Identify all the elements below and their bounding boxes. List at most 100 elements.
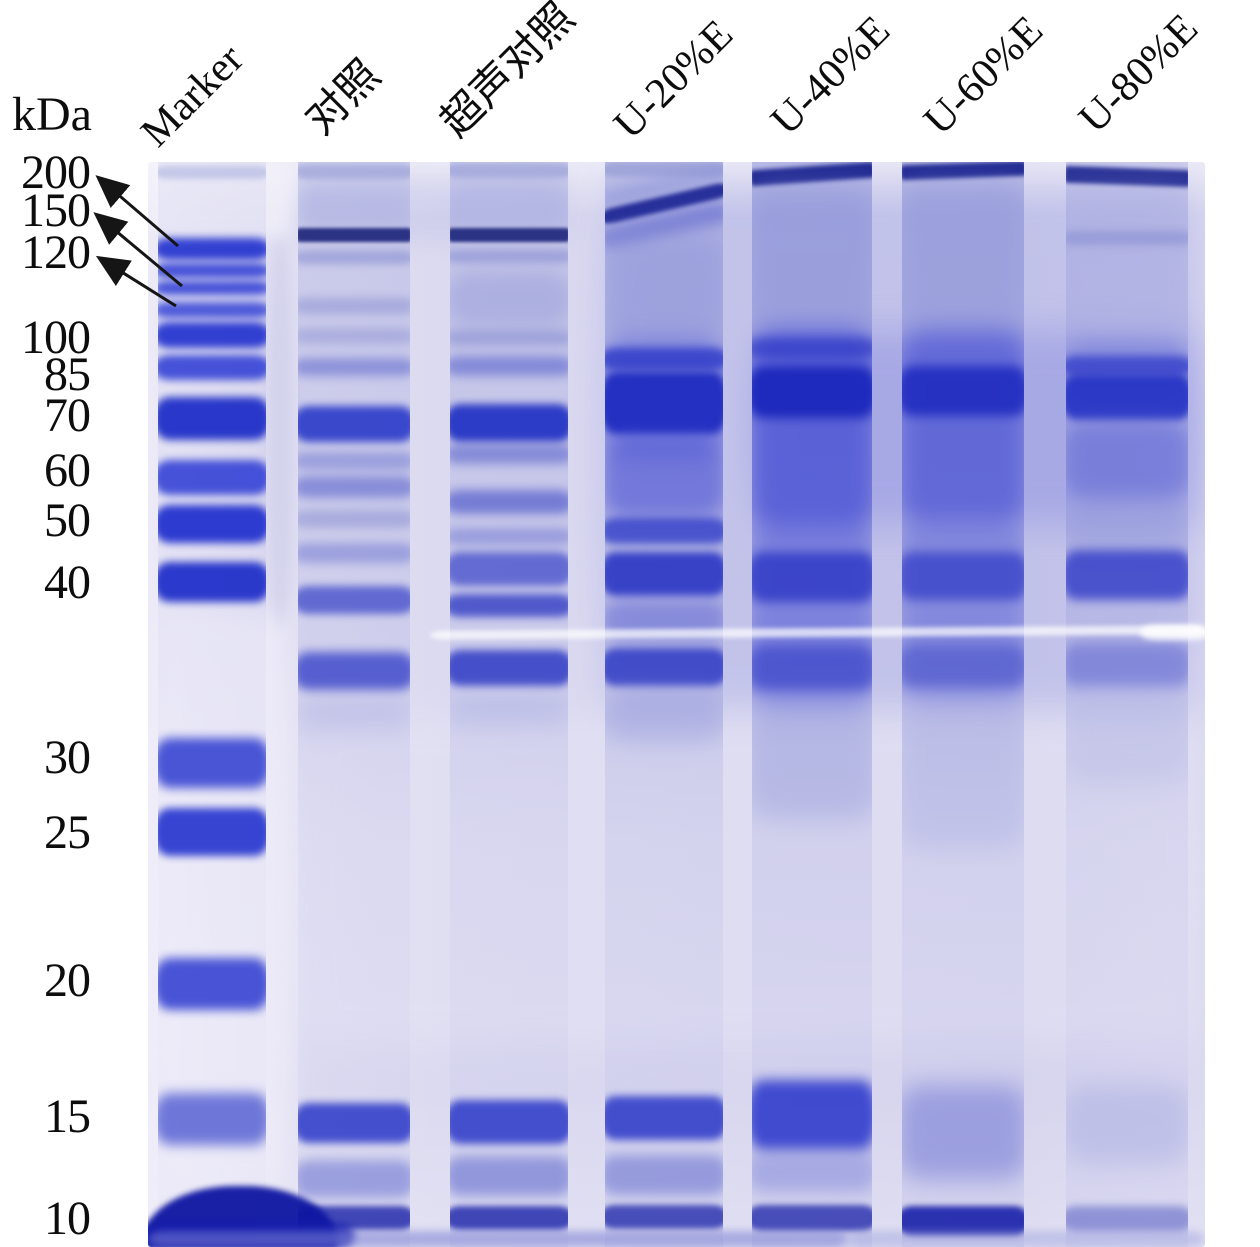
lane-u80: [1066, 162, 1188, 1247]
gel-band: [158, 263, 266, 278]
gel-band: [158, 505, 266, 543]
gel-band: [450, 330, 568, 346]
gel-band: [1066, 1206, 1188, 1232]
gel-band: [298, 476, 410, 498]
gel-band: [450, 650, 568, 686]
gel-band: [605, 552, 723, 596]
kda-label-10: 10: [44, 1192, 91, 1245]
gel-band: [450, 444, 568, 464]
gel-band: [298, 543, 410, 563]
gel-band: [158, 302, 266, 318]
gel-band: [605, 235, 723, 345]
gel-band: [158, 460, 266, 495]
gel-band: [450, 163, 568, 178]
gel-band: [1066, 500, 1188, 555]
gel-band: [158, 355, 266, 380]
gel-band: [450, 594, 568, 617]
gel-band: [450, 1100, 568, 1144]
gel-band: [605, 1205, 723, 1229]
lane-label-marker: Marker: [132, 36, 253, 156]
gel-band: [298, 298, 410, 314]
gel-band: [605, 690, 723, 742]
lane-label-control: 对照: [297, 52, 390, 144]
gel-band: [450, 1206, 568, 1230]
gel-band: [450, 184, 568, 230]
kda-label-70: 70: [44, 389, 91, 442]
lane-us-control: [450, 162, 568, 1247]
lane-u20: [605, 162, 723, 1247]
gel-band: [752, 1150, 872, 1192]
lane-label-u80: U-80%E: [1070, 5, 1207, 142]
gel-band: [298, 328, 410, 344]
gel-band: [298, 586, 410, 614]
gel-band: [752, 186, 872, 334]
lane-u40: [752, 162, 872, 1247]
kda-label-15: 15: [44, 1090, 91, 1143]
kda-label-150: 150: [21, 184, 91, 237]
gel-band: [1066, 1085, 1188, 1165]
gel-band: [158, 958, 266, 1010]
gel-band: [1066, 374, 1188, 420]
gel-band: [450, 404, 568, 442]
gel-band: [298, 358, 410, 376]
gel-band: [1066, 695, 1188, 785]
gel-band: [752, 330, 872, 530]
gel-band: [298, 406, 410, 442]
lane-label-u20: U-20%E: [605, 11, 742, 148]
lane-label-us-control: 超声对照: [432, 0, 584, 146]
gel-band: [1066, 550, 1188, 600]
gel-band: [1066, 420, 1188, 500]
gel-band: [752, 162, 872, 187]
gel-band: [752, 1205, 872, 1231]
gel-band: [158, 808, 266, 856]
kda-label-85: 85: [44, 348, 91, 401]
gel-band: [450, 1156, 568, 1196]
gel-band: [605, 348, 723, 370]
kda-label-40: 40: [44, 556, 91, 609]
gel-band: [158, 322, 266, 348]
gel-band: [450, 250, 568, 263]
gel-band: [298, 652, 410, 690]
lane-label-u60: U-60%E: [915, 7, 1052, 144]
gel-wash: [296, 715, 1205, 1045]
gel-band: [605, 518, 723, 544]
gel-band: [902, 1085, 1024, 1180]
kda-label-60: 60: [44, 444, 91, 497]
gel-band: [605, 1155, 723, 1195]
gel-image: [148, 162, 1205, 1247]
gel-band: [158, 238, 266, 260]
kda-label-50: 50: [44, 494, 91, 547]
gel-band: [605, 1096, 723, 1140]
gel-band: [158, 738, 266, 788]
gel-band: [902, 162, 1024, 181]
gel-band: [298, 1160, 410, 1198]
gel-band: [752, 366, 872, 418]
gel-wash: [266, 238, 294, 628]
gel-band: [158, 281, 266, 295]
kda-label-25: 25: [44, 806, 91, 859]
lane-marker: [158, 162, 266, 1247]
dye-front-strip: [148, 1231, 848, 1247]
gel-band: [902, 1206, 1024, 1236]
gel-band: [902, 330, 1024, 525]
gel-band: [752, 700, 872, 820]
gel-band: [605, 436, 723, 520]
gel-band: [902, 182, 1024, 330]
gel-band: [1066, 190, 1188, 328]
kda-label-120: 120: [21, 226, 91, 279]
kda-label-30: 30: [44, 731, 91, 784]
gel-band: [158, 166, 266, 179]
kda-unit-label: kDa: [12, 88, 92, 141]
gel-band: [902, 700, 1024, 850]
gel-band: [158, 562, 266, 602]
gel-band: [902, 366, 1024, 416]
gel-band: [450, 228, 568, 242]
gel-band: [752, 552, 872, 602]
gel-band: [298, 1103, 410, 1143]
lane-u60: [902, 162, 1024, 1247]
gel-band: [298, 228, 410, 242]
gel-band: [450, 528, 568, 545]
gel-band: [298, 698, 410, 730]
gel-crack-highlight: [1140, 625, 1205, 640]
